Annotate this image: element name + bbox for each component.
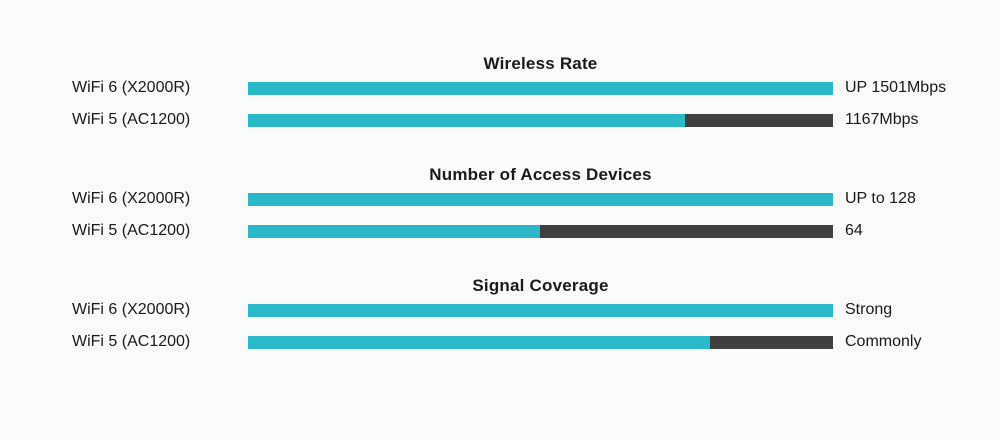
bar-track xyxy=(248,303,833,317)
bar-row: WiFi 6 (X2000R) UP to 128 xyxy=(0,190,1000,207)
bar-track xyxy=(248,224,833,238)
section-title: Wireless Rate xyxy=(483,54,598,73)
value-label: Commonly xyxy=(845,333,922,350)
section-title: Number of Access Devices xyxy=(429,165,652,184)
category-label: WiFi 5 (AC1200) xyxy=(72,222,191,239)
bar-fill xyxy=(248,303,833,317)
value-label: UP 1501Mbps xyxy=(845,79,947,96)
bar-row: WiFi 5 (AC1200) 1167Mbps xyxy=(0,111,1000,128)
chart-section-wireless-rate: Wireless Rate WiFi 6 (X2000R) UP 1501Mbp… xyxy=(0,53,1000,128)
value-label: 1167Mbps xyxy=(845,111,919,128)
bar-row: WiFi 6 (X2000R) UP 1501Mbps xyxy=(0,79,1000,96)
category-label: WiFi 5 (AC1200) xyxy=(72,333,191,350)
bar-fill xyxy=(248,113,685,127)
bar-track xyxy=(248,81,833,95)
bar-row: WiFi 5 (AC1200) 64 xyxy=(0,222,1000,239)
bar-fill xyxy=(248,192,833,206)
value-label: UP to 128 xyxy=(845,190,916,207)
bar-row: WiFi 5 (AC1200) Commonly xyxy=(0,333,1000,350)
bar-fill xyxy=(248,224,540,238)
bar-fill xyxy=(248,81,833,95)
category-label: WiFi 5 (AC1200) xyxy=(72,111,191,128)
bar-fill xyxy=(248,335,711,349)
category-label: WiFi 6 (X2000R) xyxy=(72,190,191,207)
category-label: WiFi 6 (X2000R) xyxy=(72,301,191,318)
section-title: Signal Coverage xyxy=(472,276,609,295)
chart-section-access-devices: Number of Access Devices WiFi 6 (X2000R)… xyxy=(0,164,1000,239)
bar-track xyxy=(248,335,833,349)
category-label: WiFi 6 (X2000R) xyxy=(72,79,191,96)
bar-track xyxy=(248,113,833,127)
bar-row: WiFi 6 (X2000R) Strong xyxy=(0,301,1000,318)
value-label: 64 xyxy=(845,222,863,239)
value-label: Strong xyxy=(845,301,893,318)
bar-track xyxy=(248,192,833,206)
chart-section-signal-coverage: Signal Coverage WiFi 6 (X2000R) Strong W… xyxy=(0,275,1000,350)
